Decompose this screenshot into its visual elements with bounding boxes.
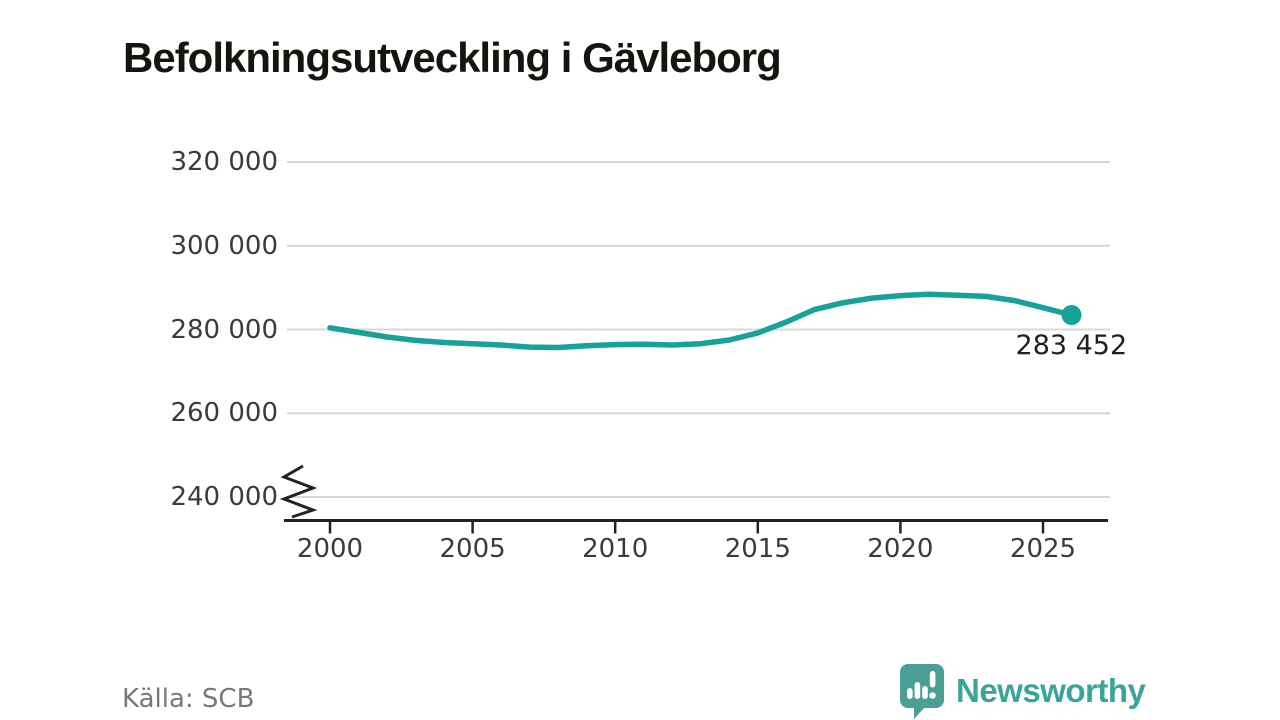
- x-axis-tick-label: 2000: [296, 534, 364, 564]
- newsworthy-logo: Newsworthy: [898, 663, 1146, 719]
- y-axis-tick-label: 240 000: [170, 482, 278, 512]
- y-axis-tick-label: 320 000: [170, 147, 278, 177]
- x-axis-tick-label: 2020: [867, 534, 934, 564]
- source-note: Källa: SCB: [122, 684, 255, 714]
- latest-value-label: 283 452: [1015, 330, 1128, 362]
- x-axis-tick-label: 2010: [582, 534, 649, 564]
- x-axis-tick-label: 2005: [439, 534, 506, 564]
- y-axis-tick-label: 280 000: [170, 314, 278, 345]
- chart-title: Befolkningsutveckling i Gävleborg: [123, 34, 782, 82]
- y-axis-tick-label: 300 000: [170, 230, 278, 261]
- y-axis-tick-label: 260 000: [170, 398, 278, 429]
- population-series-line: [327, 291, 1075, 351]
- newsworthy-wordmark: Newsworthy: [956, 672, 1146, 709]
- x-axis-tick-label: 2025: [1009, 534, 1077, 564]
- axis-break-symbol: [279, 464, 318, 519]
- x-axis-tick-label: 2015: [724, 534, 791, 564]
- latest-point-marker: [1061, 305, 1082, 326]
- newsworthy-bubble-chart-icon: [900, 664, 944, 719]
